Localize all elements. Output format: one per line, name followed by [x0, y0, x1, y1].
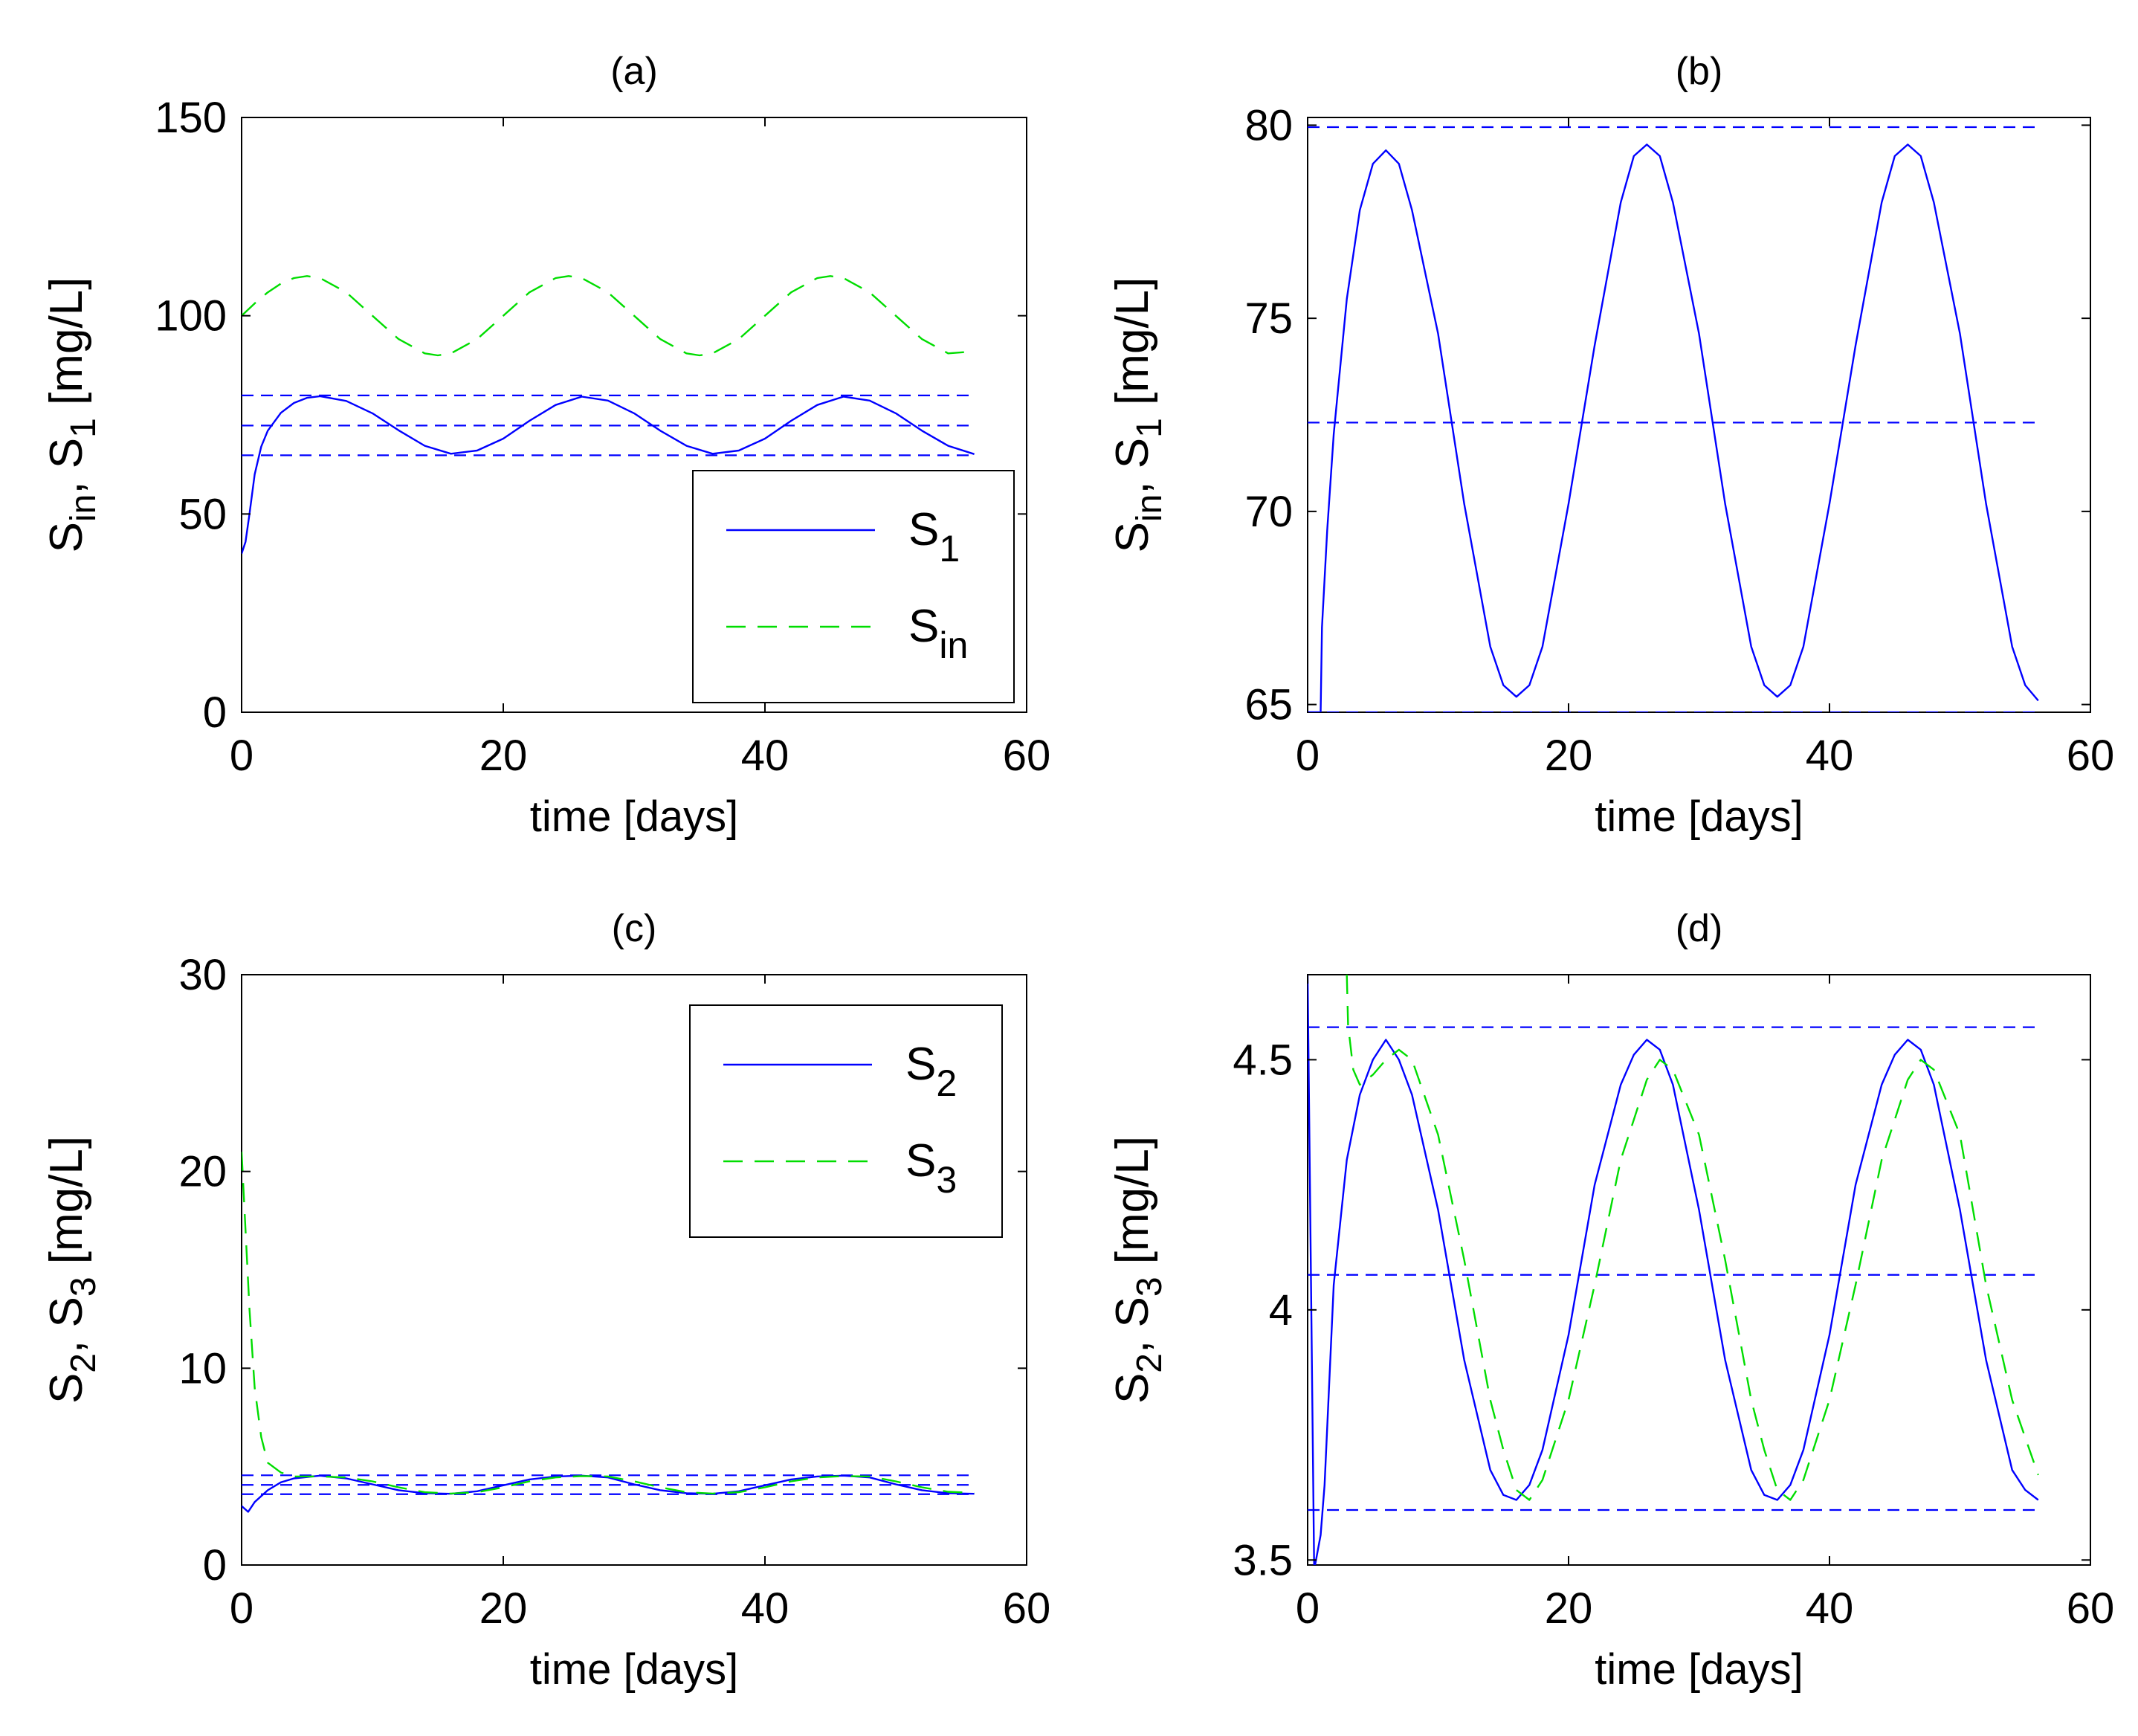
y-label-sub: 2: [1130, 1353, 1169, 1373]
x-tick-label: 20: [479, 732, 528, 780]
plot-area: [1307, 974, 2091, 1566]
plot-layer: [242, 275, 975, 555]
legend-box: [689, 1004, 1003, 1238]
legend-label-base: S: [905, 1039, 936, 1090]
y-tick-label: 0: [203, 1541, 227, 1590]
y-axis-label: Sin, S1 [mg/L]: [41, 277, 103, 553]
y-tick-label: 65: [1244, 681, 1293, 729]
y-tick-label: 10: [178, 1344, 227, 1393]
chart-d: (d) 0 20 40 60 3.5 4 4.5 time [days] S2, S3 [mg/L…: [1107, 907, 2114, 1694]
y-label-part: [mg/L]: [1107, 277, 1158, 419]
y-label-sub: 1: [1130, 418, 1169, 438]
y-tick-label: 80: [1244, 101, 1293, 149]
y-label-part: S: [1107, 1373, 1158, 1404]
legend-label-sub: 2: [936, 1062, 957, 1104]
y-label-part: [mg/L]: [1107, 1136, 1158, 1277]
x-tick-label: 20: [479, 1584, 528, 1633]
chart-b: (b) 0 20 40 60 65 70 75 80 time [days] Sin, S1 [mg…: [1107, 50, 2114, 841]
x-tick-label: 0: [1296, 1584, 1320, 1633]
y-axis-label: S2, S3 [mg/L]: [41, 1136, 103, 1404]
plot-layer: [242, 1152, 975, 1513]
x-tick-label: 60: [1003, 732, 1051, 780]
legend-label: S2: [905, 1039, 957, 1104]
y-tick-label: 0: [203, 688, 227, 737]
legend-label-base: S: [905, 1135, 936, 1187]
legend-label: S1: [908, 504, 960, 569]
x-axis-label: time [days]: [1595, 793, 1803, 841]
x-axis-label: time [days]: [530, 1645, 738, 1694]
y-label-part: , S: [41, 1297, 92, 1353]
y-tick-label: 20: [178, 1148, 227, 1196]
y-label-sub: in: [64, 494, 103, 522]
legend-label: S3: [905, 1135, 957, 1201]
series-line-sin: [242, 275, 975, 357]
chart-title: (b): [1676, 50, 1723, 93]
y-tick-label: 150: [155, 94, 227, 142]
y-tick-label: 4.5: [1233, 1036, 1293, 1084]
y-label-part: , S: [1107, 438, 1158, 494]
y-label-part: [mg/L]: [41, 1136, 92, 1277]
x-tick-label: 40: [1806, 732, 1854, 780]
plot-layer: [1308, 126, 2039, 712]
x-tick-label: 0: [230, 1584, 253, 1633]
x-tick-label: 40: [1806, 1584, 1854, 1633]
y-tick-label: 100: [155, 292, 227, 341]
y-label-part: S: [41, 1373, 92, 1404]
y-tick-label: 50: [178, 490, 227, 538]
y-label-sub: 2: [64, 1353, 103, 1373]
x-tick-label: 20: [1545, 1584, 1593, 1633]
chart-title: (a): [610, 50, 658, 93]
x-tick-label: 0: [230, 732, 253, 780]
chart-title: (c): [612, 907, 657, 950]
y-tick-label: 30: [178, 951, 227, 999]
series-line-s1: [242, 395, 975, 555]
legend-label-sub: 1: [939, 528, 960, 569]
legend-label-sub: in: [939, 625, 968, 666]
y-label-part: , S: [1107, 1297, 1158, 1353]
x-tick-label: 20: [1545, 732, 1593, 780]
y-tick-label: 3.5: [1233, 1536, 1293, 1584]
x-axis-label: time [days]: [1595, 1645, 1803, 1694]
legend-label: Sin: [908, 601, 968, 666]
x-axis-label: time [days]: [530, 793, 738, 841]
plot-area: [1307, 117, 2091, 713]
y-axis-label: S2, S3 [mg/L]: [1107, 1136, 1169, 1404]
legend-label-base: S: [908, 601, 939, 652]
y-label-sub: 3: [64, 1277, 103, 1297]
y-axis-label: Sin, S1 [mg/L]: [1107, 277, 1169, 553]
y-label-sub: 1: [64, 418, 103, 438]
legend-label-base: S: [908, 504, 939, 555]
y-tick-label: 4: [1269, 1286, 1293, 1335]
y-label-part: , S: [41, 438, 92, 494]
series-line-s3: [1346, 975, 2039, 1501]
x-tick-label: 0: [1296, 732, 1320, 780]
x-tick-label: 60: [2067, 732, 2115, 780]
legend-box: [692, 470, 1015, 703]
y-label-part: S: [41, 522, 92, 552]
series-line-s2: [1308, 975, 2039, 1565]
x-tick-label: 40: [741, 732, 789, 780]
legend-label-sub: 3: [936, 1159, 957, 1201]
plot-layer: [1308, 975, 2039, 1565]
chart-title: (d): [1676, 907, 1723, 950]
x-tick-label: 60: [1003, 1584, 1051, 1633]
series-line-s2: [242, 1474, 975, 1513]
y-tick-label: 70: [1244, 488, 1293, 536]
y-label-part: [mg/L]: [41, 277, 92, 419]
series-line-s3: [242, 1152, 975, 1495]
y-label-part: S: [1107, 522, 1158, 552]
y-label-sub: in: [1130, 494, 1169, 522]
x-tick-label: 40: [741, 1584, 789, 1633]
y-tick-label: 75: [1244, 294, 1293, 343]
x-tick-label: 60: [2067, 1584, 2115, 1633]
y-label-sub: 3: [1130, 1277, 1169, 1297]
series-line-s1: [1308, 143, 2039, 712]
